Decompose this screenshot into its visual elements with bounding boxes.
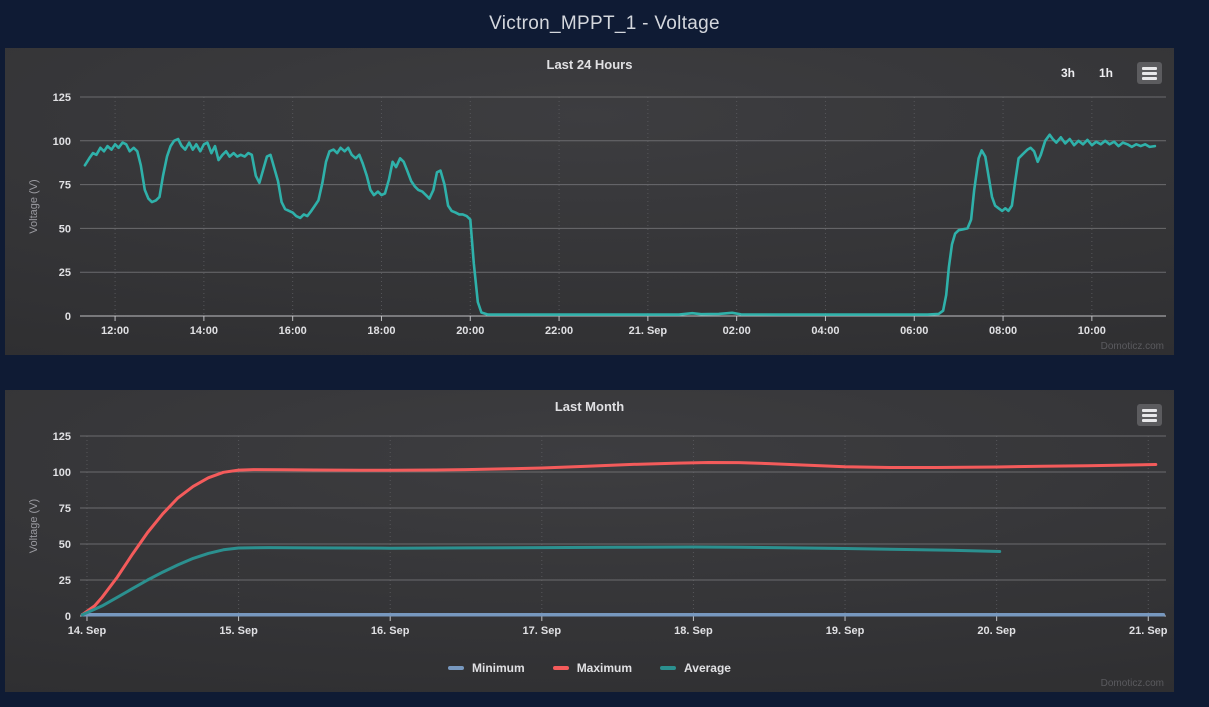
chart-title-last-month: Last Month xyxy=(554,399,625,414)
last-24-hours-chart[interactable]: 12:00 14:00 16:00 18:00 20:00 22:00 21. Sep 02:… xyxy=(5,48,1174,355)
svg-text:125: 125 xyxy=(53,431,71,443)
last-month-chart[interactable]: 14. Sep 15. Sep 16. Sep 17. Sep 18. Sep 19. S… xyxy=(5,390,1174,692)
chart-toolbar: 3h 1h xyxy=(1061,61,1162,85)
svg-text:10:00: 10:00 xyxy=(1078,325,1106,337)
legend-label: Minimum xyxy=(472,661,525,675)
svg-text:18:00: 18:00 xyxy=(367,325,395,337)
chart-menu-button[interactable] xyxy=(1137,404,1162,426)
svg-text:20. Sep: 20. Sep xyxy=(977,625,1016,637)
legend-item-maximum[interactable]: Maximum xyxy=(552,661,633,675)
hamburger-icon xyxy=(1142,408,1157,412)
svg-text:16. Sep: 16. Sep xyxy=(371,625,410,637)
svg-text:50: 50 xyxy=(59,539,71,551)
svg-text:18. Sep: 18. Sep xyxy=(674,625,713,637)
svg-text:20:00: 20:00 xyxy=(456,325,484,337)
hamburger-icon xyxy=(1142,66,1157,70)
svg-text:21. Sep: 21. Sep xyxy=(1129,625,1168,637)
credits-watermark[interactable]: Domoticz.com xyxy=(1100,341,1164,352)
legend-label: Average xyxy=(684,661,731,675)
svg-text:0: 0 xyxy=(65,611,71,623)
legend-swatch-icon xyxy=(660,666,677,670)
svg-text:75: 75 xyxy=(59,503,71,515)
svg-text:04:00: 04:00 xyxy=(811,325,839,337)
range-button-1h[interactable]: 1h xyxy=(1098,66,1113,80)
legend-label: Maximum xyxy=(576,661,633,675)
svg-text:14:00: 14:00 xyxy=(190,325,218,337)
chart-menu-button[interactable] xyxy=(1137,62,1162,84)
svg-text:100: 100 xyxy=(53,467,71,479)
chart-toolbar xyxy=(1137,403,1162,427)
legend-swatch-icon xyxy=(448,666,465,670)
chart-panel-last-24-hours: Last 24 Hours 3h 1h 12:00 14:00 16:00 18:00… xyxy=(5,48,1174,355)
page-title: Victron_MPPT_1 - Voltage xyxy=(489,13,720,34)
svg-text:50: 50 xyxy=(59,223,71,235)
svg-text:25: 25 xyxy=(59,267,71,279)
svg-text:08:00: 08:00 xyxy=(989,325,1017,337)
svg-text:21. Sep: 21. Sep xyxy=(629,325,668,337)
legend-swatch-icon xyxy=(552,666,569,670)
svg-text:Voltage (V): Voltage (V) xyxy=(28,179,40,233)
svg-text:75: 75 xyxy=(59,180,71,192)
svg-text:12:00: 12:00 xyxy=(101,325,129,337)
svg-text:19. Sep: 19. Sep xyxy=(826,625,865,637)
svg-text:100: 100 xyxy=(53,136,71,148)
svg-text:15. Sep: 15. Sep xyxy=(219,625,258,637)
page-header: Victron_MPPT_1 - Voltage xyxy=(0,0,1209,48)
range-button-3h[interactable]: 3h xyxy=(1060,66,1075,80)
svg-text:22:00: 22:00 xyxy=(545,325,573,337)
svg-text:Voltage (V): Voltage (V) xyxy=(28,499,40,553)
chart-legend: Minimum Maximum Average xyxy=(5,661,1174,675)
svg-text:25: 25 xyxy=(59,575,71,587)
svg-text:0: 0 xyxy=(65,311,71,323)
chart-panel-last-month: Last Month 14. Sep 15. Sep 16. Sep 17. Sep 1… xyxy=(5,390,1174,692)
legend-item-average[interactable]: Average xyxy=(660,661,731,675)
legend-item-minimum[interactable]: Minimum xyxy=(448,661,525,675)
svg-text:02:00: 02:00 xyxy=(723,325,751,337)
svg-text:16:00: 16:00 xyxy=(279,325,307,337)
svg-text:125: 125 xyxy=(53,92,71,104)
svg-text:17. Sep: 17. Sep xyxy=(523,625,562,637)
svg-text:06:00: 06:00 xyxy=(900,325,928,337)
credits-watermark[interactable]: Domoticz.com xyxy=(1100,678,1164,689)
svg-text:14. Sep: 14. Sep xyxy=(68,625,107,637)
chart-title-last-24-hours: Last 24 Hours xyxy=(546,57,633,72)
